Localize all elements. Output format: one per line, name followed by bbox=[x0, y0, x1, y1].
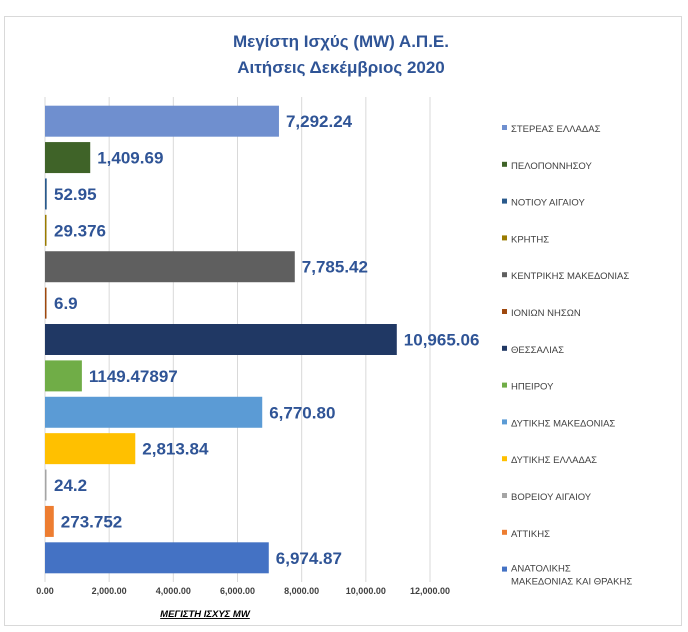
legend-label: ΣΤΕΡΕΑΣ ΕΛΛΑΔΑΣ bbox=[511, 124, 601, 135]
legend-label: ΙΟΝΙΩΝ ΝΗΣΩΝ bbox=[511, 308, 581, 319]
chart-title-line2: Αιτήσεις Δεκέμβριος 2020 bbox=[237, 58, 445, 77]
legend-swatch bbox=[502, 419, 507, 425]
legend-swatch bbox=[502, 161, 507, 167]
data-label: 6,770.80 bbox=[269, 403, 335, 422]
legend-label: ΝΟΤΙΟΥ ΑΙΓΑΙΟΥ bbox=[511, 198, 585, 209]
legend-swatch bbox=[502, 198, 507, 204]
x-tick-label: 6,000.00 bbox=[220, 586, 255, 596]
legend-swatch bbox=[502, 529, 507, 535]
bar bbox=[45, 251, 295, 283]
data-label: 1149.47897 bbox=[89, 367, 178, 386]
legend-label: ΚΡΗΤΗΣ bbox=[511, 234, 549, 245]
legend-label: ΔΥΤΙΚΗΣ ΕΛΛΑΔΑΣ bbox=[511, 455, 597, 466]
data-label: 10,965.06 bbox=[404, 331, 480, 350]
x-axis-ticks: 0.00 2,000.00 4,000.00 6,000.00 8,000.00 10,0… bbox=[36, 586, 450, 596]
chart-area: Μεγίστη Ισχύς (MW) Α.Π.Ε. Αιτήσεις Δεκέμ… bbox=[4, 16, 682, 626]
legend-label: ΑΤΤΙΚΗΣ bbox=[511, 529, 550, 540]
legend-swatch bbox=[502, 456, 507, 462]
chart-svg: Μεγίστη Ισχύς (MW) Α.Π.Ε. Αιτήσεις Δεκέμ… bbox=[36, 32, 632, 620]
x-axis-title: ΜΕΓΙΣΤΗ ΙΣΧΥΣ MW bbox=[160, 609, 251, 620]
bar bbox=[45, 287, 47, 319]
legend-label: ΠΕΛΟΠΟΝΝΗΣΟΥ bbox=[511, 161, 593, 172]
x-tick-label: 0.00 bbox=[36, 586, 54, 596]
data-label: 6.9 bbox=[54, 294, 78, 313]
data-label: 52.95 bbox=[54, 185, 97, 204]
data-label: 24.2 bbox=[54, 476, 87, 495]
legend-swatch bbox=[502, 309, 507, 314]
legend-label: ΚΕΝΤΡΙΚΗΣ ΜΑΚΕΔΟΝΙΑΣ bbox=[511, 271, 629, 282]
legend: ΣΤΕΡΕΑΣ ΕΛΛΑΔΑΣ ΠΕΛΟΠΟΝΝΗΣΟΥ ΝΟΤΙΟΥ ΑΙΓΑΙΟ… bbox=[502, 124, 632, 588]
legend-swatch bbox=[502, 493, 507, 498]
bar bbox=[45, 396, 263, 428]
x-tick-label: 12,000.00 bbox=[410, 586, 450, 596]
legend-swatch bbox=[502, 272, 507, 278]
legend-label: ΒΟΡΕΙΟΥ ΑΙΓΑΙΟΥ bbox=[511, 492, 592, 503]
x-tick-label: 8,000.00 bbox=[284, 586, 319, 596]
legend-label: ΗΠΕΙΡΟΥ bbox=[511, 382, 554, 393]
legend-swatch bbox=[502, 382, 507, 388]
bar bbox=[45, 105, 279, 137]
data-label: 1,409.69 bbox=[97, 149, 163, 168]
bar bbox=[45, 505, 54, 537]
legend-label: ΘΕΣΣΑΛΙΑΣ bbox=[511, 345, 564, 356]
data-label: 2,813.84 bbox=[142, 440, 209, 459]
legend-swatch bbox=[502, 125, 507, 130]
bar bbox=[45, 324, 397, 355]
data-label: 6,974.87 bbox=[276, 549, 342, 568]
legend-swatch bbox=[502, 566, 507, 572]
data-label: 29.376 bbox=[54, 221, 106, 240]
data-label: 7,785.42 bbox=[302, 258, 368, 277]
legend-label: ΑΝΑΤΟΛΙΚΗΣ bbox=[511, 564, 571, 575]
bar bbox=[45, 142, 91, 174]
data-label: 273.752 bbox=[61, 512, 122, 531]
bar bbox=[45, 178, 47, 210]
legend-swatch bbox=[502, 345, 507, 351]
legend-label: ΜΑΚΕΔΟΝΙΑΣ ΚΑΙ ΘΡΑΚΗΣ bbox=[511, 577, 632, 588]
legend-label: ΔΥΤΙΚΗΣ ΜΑΚΕΔΟΝΙΑΣ bbox=[511, 418, 615, 429]
chart-title-line1: Μεγίστη Ισχύς (MW) Α.Π.Ε. bbox=[233, 32, 449, 51]
data-label: 7,292.24 bbox=[286, 112, 353, 131]
x-tick-label: 4,000.00 bbox=[156, 586, 191, 596]
bars bbox=[45, 105, 397, 574]
legend-swatch bbox=[502, 235, 507, 241]
bar bbox=[45, 214, 47, 246]
bar bbox=[45, 433, 136, 465]
bar bbox=[45, 360, 82, 392]
x-tick-label: 2,000.00 bbox=[92, 586, 127, 596]
bar bbox=[45, 469, 47, 501]
bar bbox=[45, 542, 269, 574]
x-tick-label: 10,000.00 bbox=[346, 586, 386, 596]
